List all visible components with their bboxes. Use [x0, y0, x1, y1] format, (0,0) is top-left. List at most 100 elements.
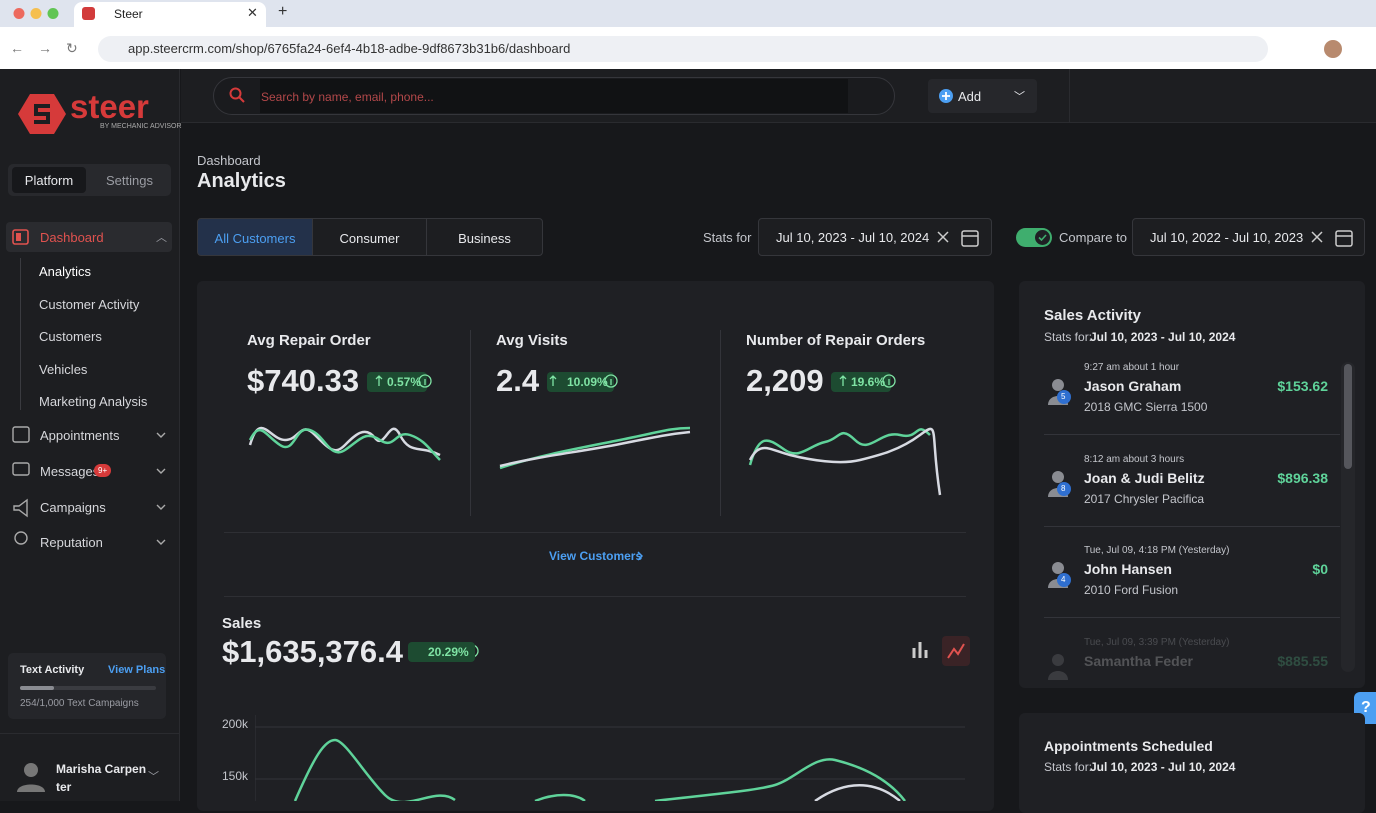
view-plans[interactable]: View Plans [108, 664, 166, 676]
stats-label: Stats for: [1044, 330, 1093, 344]
compare-label: Compare to [1059, 230, 1127, 245]
activity-item[interactable]: Tue, Jul 09, 3:39 PM (Yesterday) Samanth… [1044, 636, 1340, 727]
divider [224, 532, 966, 533]
nav-buttons[interactable]: ←→↻ [10, 40, 92, 56]
browser-tab[interactable]: Steer [74, 2, 266, 27]
y-tick-label: 200k [222, 717, 249, 731]
page-title: Analytics [197, 170, 286, 192]
customer-name: Joan & Judi Belitz [1084, 469, 1205, 486]
chevron: ︿ [156, 232, 167, 244]
add-label: Add [958, 89, 982, 104]
divider [224, 596, 966, 597]
profile-avatar[interactable] [1324, 40, 1342, 58]
compare-toggle[interactable] [1016, 228, 1052, 247]
divider [1044, 434, 1340, 435]
logo-text: steer [70, 88, 149, 125]
vehicle: 2017 Chrysler Pacifica [1084, 491, 1205, 506]
logo-mark [18, 94, 66, 134]
dashboard-icon [12, 229, 29, 245]
search-field[interactable] [260, 79, 848, 113]
usage-text: 254/1,000 Text Campaigns [20, 698, 139, 709]
tree-line [20, 258, 21, 410]
user-name[interactable]: Marisha Carpenter [56, 762, 147, 794]
nav-item[interactable]: Campaigns [40, 500, 106, 515]
compare-range: Jul 10, 2022 - Jul 10, 2023 [1150, 230, 1304, 245]
address-bar[interactable]: app.steercrm.com/shop/6765fa24-6ef4-4b18… [98, 36, 1268, 62]
sales-value: $1,635,376.4 [222, 634, 404, 669]
y-tick-label: 150k [222, 769, 249, 783]
nav-sub[interactable]: Customer Activity [39, 297, 140, 312]
activity-item[interactable]: 5 9:27 am about 1 hour Jason Graham 2018… [1044, 361, 1340, 452]
nav-sub[interactable]: Vehicles [39, 362, 88, 377]
stats-label: Stats for: [1044, 760, 1093, 774]
date-picker[interactable] [758, 218, 992, 256]
platform-tab[interactable]: Platform [12, 167, 86, 193]
activity-item[interactable]: 8 8:12 am about 3 hours Joan & Judi Beli… [1044, 453, 1340, 544]
activity-item[interactable]: 4 Tue, Jul 09, 4:18 PM (Yesterday) John … [1044, 544, 1340, 635]
sales-title: Sales [222, 615, 262, 632]
tab-icon [82, 7, 95, 20]
logo-sub: BY MECHANIC ADVISOR [100, 123, 182, 130]
customer-name: Jason Graham [1084, 378, 1182, 394]
metric-value: $740.33 [247, 363, 360, 398]
date-range: Jul 10, 2023 - Jul 10, 2024 [776, 230, 930, 245]
add-icon [939, 89, 953, 103]
nav-item[interactable]: Appointments [40, 428, 120, 443]
visit-badge: 5 [1061, 392, 1066, 401]
user-avatar [17, 763, 45, 792]
customer-avatar [1048, 470, 1071, 497]
text-activity-title: Text Activity [20, 664, 85, 676]
stats-date: Jul 10, 2023 - Jul 10, 2024 [1090, 760, 1236, 774]
sales-change: 20.29% [408, 642, 475, 662]
nav-dashboard[interactable]: Dashboard [40, 230, 104, 245]
segment-tab[interactable]: Consumer [312, 218, 427, 256]
visit-badge: 4 [1061, 575, 1066, 584]
view-customers-link[interactable]: View Customers [549, 549, 643, 563]
sales-activity-card [1019, 281, 1365, 688]
search-placeholder: Search by name, email, phone... [261, 90, 434, 104]
scroll-track [1341, 362, 1355, 672]
segment-tab[interactable]: All Customers [197, 218, 313, 256]
tab-title: Steer [114, 7, 143, 21]
customer-name: Samantha Feder [1084, 652, 1193, 669]
nav-active[interactable] [6, 222, 172, 252]
nav-icons [12, 426, 166, 545]
add-chevron[interactable]: ﹀ [1014, 91, 1025, 103]
stats-date: Jul 10, 2023 - Jul 10, 2024 [1090, 330, 1236, 344]
metric-value: 2,209 [746, 363, 824, 398]
new-tab[interactable]: + [278, 3, 288, 20]
sparklines [248, 426, 942, 496]
nav-sub[interactable]: Analytics [39, 264, 92, 279]
settings-tab[interactable]: Settings [106, 173, 153, 188]
compare-icons[interactable] [1310, 229, 1356, 247]
usage-bar [20, 686, 156, 690]
stats-for-label: Stats for [703, 230, 752, 245]
metric-change: 0.57% [367, 372, 428, 392]
nav-sub[interactable]: Marketing Analysis [39, 394, 148, 409]
tab-close[interactable]: ✕ [247, 5, 258, 20]
customer-avatar [1048, 562, 1071, 588]
chart-type-toggle[interactable] [910, 636, 972, 666]
metric-label: Number of Repair Orders [746, 332, 926, 349]
metric-value: 2.4 [496, 363, 540, 398]
segment-tab[interactable]: Business [426, 218, 543, 256]
sale-amount: $0 [1312, 561, 1328, 577]
nav-item[interactable]: Reputation [40, 535, 103, 550]
breadcrumb[interactable]: Dashboard [197, 153, 261, 168]
nav-sub[interactable]: Customers [39, 329, 102, 344]
compare-picker[interactable] [1132, 218, 1365, 256]
customer-name: John Hansen [1084, 561, 1172, 577]
user-chevron[interactable]: ﹀ [148, 771, 159, 783]
card-title: Appointments Scheduled [1044, 738, 1213, 754]
sale-amount: $885.55 [1277, 652, 1328, 669]
messages-badge: 9+ [94, 464, 112, 477]
visit-badge: 8 [1061, 483, 1066, 493]
nav-item[interactable]: Messages [40, 464, 100, 479]
vehicle: 2010 Ford Fusion [1084, 583, 1179, 597]
metric-label: Avg Repair Order [247, 332, 371, 349]
date-icons[interactable] [936, 229, 982, 247]
metric-change: 19.6% [831, 372, 892, 392]
url-text: app.steercrm.com/shop/6765fa24-6ef4-4b18… [128, 41, 571, 56]
activity-time: Tue, Jul 09, 3:39 PM (Yesterday) [1084, 636, 1230, 648]
